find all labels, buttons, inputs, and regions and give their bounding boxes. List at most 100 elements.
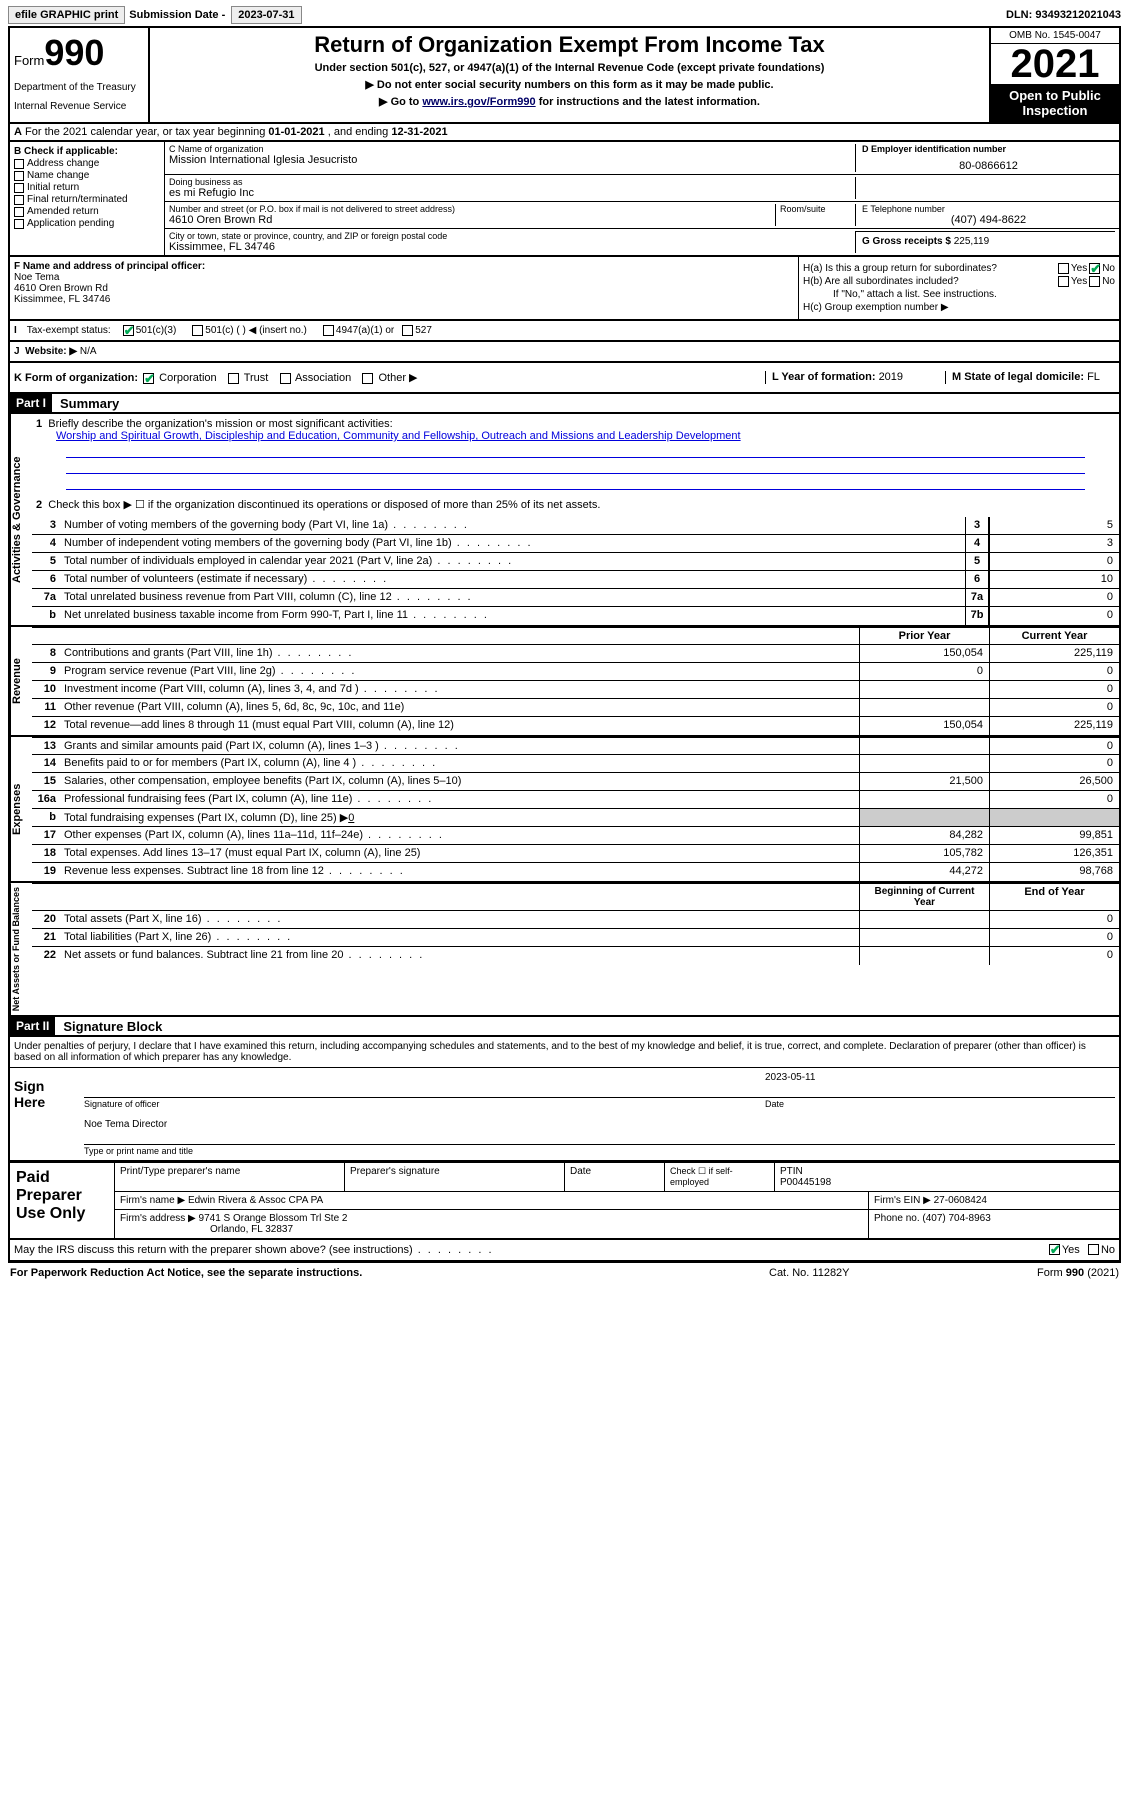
- top-bar: efile GRAPHIC print Submission Date - 20…: [8, 4, 1121, 28]
- a-begin: 01-01-2021: [268, 126, 324, 138]
- l4: Number of independent voting members of …: [60, 535, 965, 552]
- b-hdr: B Check if applicable:: [14, 146, 160, 157]
- part2-ttl: Signature Block: [63, 1019, 162, 1034]
- p17: 84,282: [859, 827, 989, 844]
- phone: (407) 494-8622: [862, 214, 1115, 226]
- i-501c3[interactable]: [123, 325, 134, 336]
- city-lbl: City or town, state or province, country…: [169, 231, 855, 241]
- l20: Total assets (Part X, line 16): [60, 911, 859, 928]
- cb-amend[interactable]: [14, 207, 24, 217]
- sign-here: Sign Here: [10, 1068, 80, 1160]
- l3: Number of voting members of the governin…: [60, 517, 965, 534]
- ha-yes[interactable]: [1058, 263, 1069, 274]
- section-a: A For the 2021 calendar year, or tax yea…: [8, 124, 1121, 142]
- col-b: B Check if applicable: Address change Na…: [10, 142, 165, 255]
- k-corp[interactable]: [143, 373, 154, 384]
- k-trust[interactable]: [228, 373, 239, 384]
- j-lbl: Website: ▶: [25, 346, 77, 357]
- part1-hdr: Part I: [10, 394, 52, 412]
- officer-name: Noe Tema: [14, 272, 59, 283]
- c14: 0: [989, 755, 1119, 772]
- tab-netassets: Net Assets or Fund Balances: [10, 883, 32, 1015]
- prior-hdr: Prior Year: [859, 628, 989, 644]
- dn: No: [1101, 1244, 1115, 1256]
- l11: Other revenue (Part VIII, column (A), li…: [60, 699, 859, 716]
- c11: 0: [989, 699, 1119, 716]
- c10: 0: [989, 681, 1119, 698]
- dba: es mi Refugio Inc: [169, 187, 855, 199]
- discuss: May the IRS discuss this return with the…: [14, 1244, 1047, 1256]
- sig-lbl: Signature of officer: [84, 1099, 765, 1109]
- hb-yes[interactable]: [1058, 276, 1069, 287]
- k-lbl: K Form of organization:: [14, 372, 138, 384]
- tax-year: 2021: [991, 44, 1119, 84]
- prep-c2: Preparer's signature: [345, 1163, 565, 1191]
- dba-lbl: Doing business as: [169, 177, 855, 187]
- discuss-yes[interactable]: [1049, 1244, 1060, 1255]
- form-num: 990: [44, 32, 104, 73]
- cb-final[interactable]: [14, 195, 24, 205]
- ein: 80-0866612: [862, 160, 1115, 172]
- cb-addr[interactable]: [14, 159, 24, 169]
- part1-ttl: Summary: [60, 396, 119, 411]
- l9: Program service revenue (Part VIII, line…: [60, 663, 859, 680]
- form990-link[interactable]: www.irs.gov/Form990: [422, 96, 535, 108]
- subdate-lbl: Submission Date -: [129, 9, 225, 21]
- footer-mid: Cat. No. 11282Y: [769, 1267, 969, 1279]
- l21: Total liabilities (Part X, line 26): [60, 929, 859, 946]
- cb-app[interactable]: [14, 219, 24, 229]
- k-assoc[interactable]: [280, 373, 291, 384]
- l10: Investment income (Part VIII, column (A)…: [60, 681, 859, 698]
- officer-addr1: 4610 Oren Brown Rd: [14, 283, 108, 294]
- i-527[interactable]: [402, 325, 413, 336]
- officer-addr2: Kissimmee, FL 34746: [14, 294, 110, 305]
- lbl-amend: Amended return: [27, 206, 99, 217]
- sig-date: 2023-05-11: [765, 1072, 1115, 1083]
- k-other[interactable]: [362, 373, 373, 384]
- i-501c[interactable]: [192, 325, 203, 336]
- tab-activities: Activities & Governance: [10, 414, 32, 625]
- l16b: Total fundraising expenses (Part IX, col…: [64, 812, 348, 824]
- prep-c1: Print/Type preparer's name: [115, 1163, 345, 1191]
- cb-init[interactable]: [14, 183, 24, 193]
- room-lbl: Room/suite: [780, 204, 855, 214]
- lbl-init: Initial return: [27, 182, 79, 193]
- c16a: 0: [989, 791, 1119, 808]
- l2: Check this box ▶ ☐ if the organization d…: [48, 499, 600, 511]
- discuss-no[interactable]: [1088, 1244, 1099, 1255]
- no1: No: [1102, 263, 1115, 274]
- v6: 10: [989, 571, 1119, 588]
- dln: 93493212021043: [1035, 9, 1121, 21]
- lbl-app: Application pending: [27, 218, 114, 229]
- l8: Contributions and grants (Part VIII, lin…: [60, 645, 859, 662]
- l5: Total number of individuals employed in …: [60, 553, 965, 570]
- yes1: Yes: [1071, 263, 1087, 274]
- firm-addr1: 9741 S Orange Blossom Trl Ste 2: [199, 1213, 348, 1224]
- ptin: P00445198: [780, 1177, 831, 1188]
- lbl-final: Final return/terminated: [27, 194, 128, 205]
- l12: Total revenue—add lines 8 through 11 (mu…: [60, 717, 859, 735]
- hb-no[interactable]: [1089, 276, 1100, 287]
- l-val: 2019: [879, 371, 903, 383]
- cb-name[interactable]: [14, 171, 24, 181]
- l6: Total number of volunteers (estimate if …: [60, 571, 965, 588]
- c22: 0: [989, 947, 1119, 965]
- lbl-addr: Address change: [27, 158, 99, 169]
- k-trust-lbl: Trust: [244, 372, 269, 384]
- irs: Internal Revenue Service: [14, 101, 144, 112]
- efile-btn[interactable]: efile GRAPHIC print: [8, 6, 125, 24]
- l13: Grants and similar amounts paid (Part IX…: [60, 738, 859, 754]
- p19: 44,272: [859, 863, 989, 881]
- c20: 0: [989, 911, 1119, 928]
- ha-no[interactable]: [1089, 263, 1100, 274]
- i-4947[interactable]: [323, 325, 334, 336]
- l14: Benefits paid to or for members (Part IX…: [60, 755, 859, 772]
- g-lbl: G Gross receipts $: [862, 236, 951, 247]
- d-lbl: D Employer identification number: [862, 144, 1115, 154]
- sig-decl: Under penalties of perjury, I declare th…: [10, 1037, 1119, 1068]
- f-lbl: F Name and address of principal officer:: [14, 261, 205, 272]
- l-lbl: L Year of formation:: [772, 371, 879, 383]
- l7b: Net unrelated business taxable income fr…: [60, 607, 965, 625]
- p8: 150,054: [859, 645, 989, 662]
- eoy-hdr: End of Year: [989, 884, 1119, 910]
